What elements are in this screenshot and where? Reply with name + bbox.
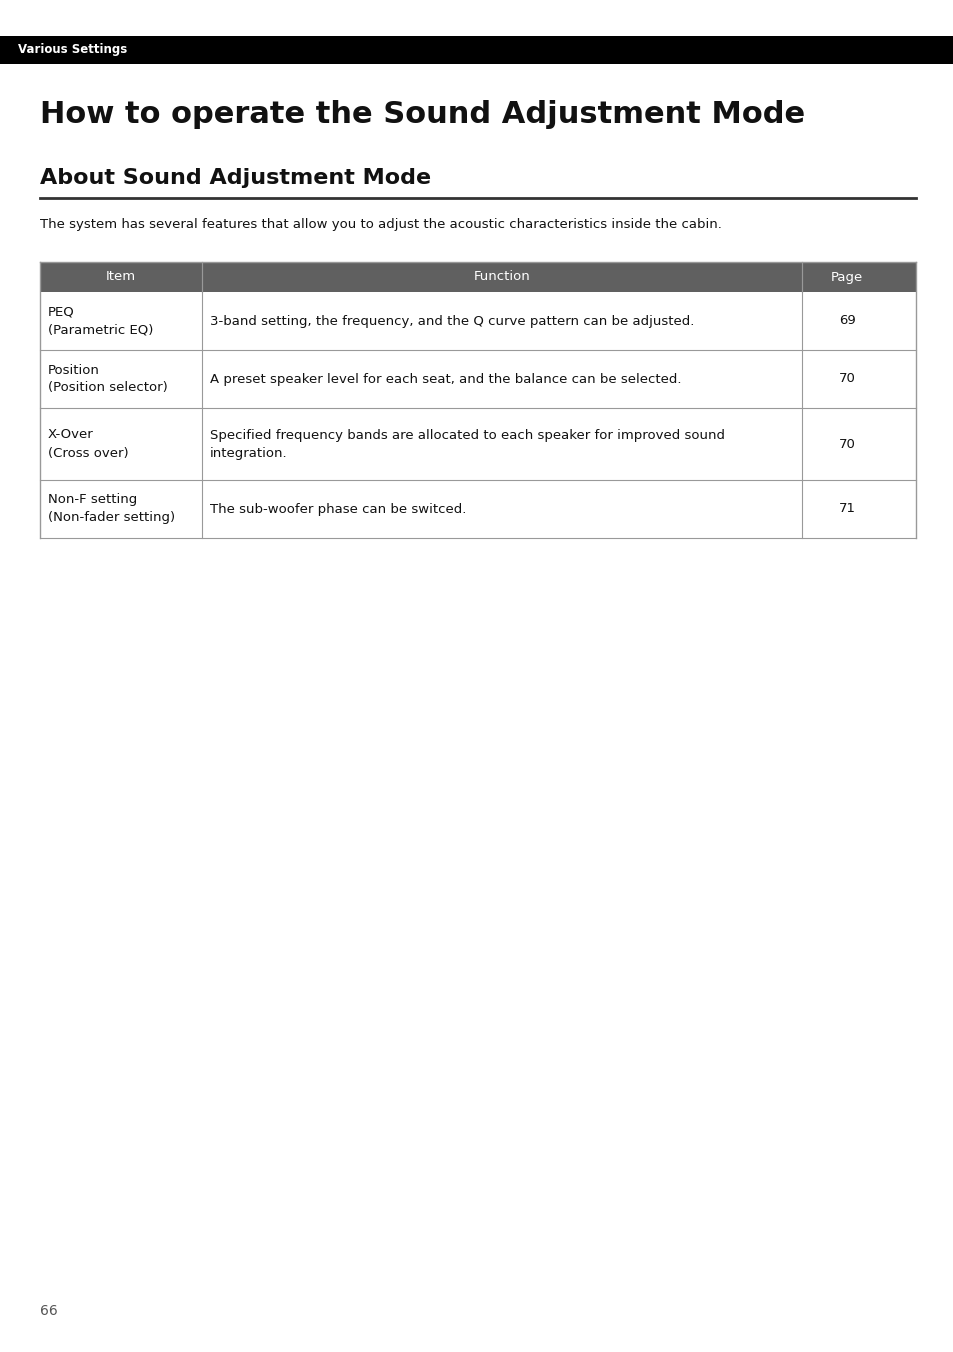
Text: 70: 70	[838, 438, 855, 450]
Text: X-Over
(Cross over): X-Over (Cross over)	[48, 429, 129, 460]
Bar	[40, 262, 915, 292]
Text: 71: 71	[838, 503, 855, 515]
Text: The system has several features that allow you to adjust the acoustic characteri: The system has several features that all…	[40, 218, 721, 231]
Text: A preset speaker level for each seat, and the balance can be selected.: A preset speaker level for each seat, an…	[210, 373, 680, 385]
Text: The sub-woofer phase can be switced.: The sub-woofer phase can be switced.	[210, 503, 466, 515]
Text: 66: 66	[40, 1303, 58, 1318]
Bar	[40, 480, 915, 538]
Text: Non-F setting
(Non-fader setting): Non-F setting (Non-fader setting)	[48, 493, 175, 525]
Bar	[40, 292, 915, 350]
Text: Specified frequency bands are allocated to each speaker for improved sound
integ: Specified frequency bands are allocated …	[210, 429, 724, 460]
Bar	[40, 408, 915, 480]
Text: Function: Function	[474, 270, 530, 284]
Text: PEQ
(Parametric EQ): PEQ (Parametric EQ)	[48, 306, 153, 337]
Bar	[0, 37, 953, 64]
Text: 70: 70	[838, 373, 855, 385]
Text: Various Settings: Various Settings	[18, 43, 127, 57]
Text: 3-band setting, the frequency, and the Q curve pattern can be adjusted.: 3-band setting, the frequency, and the Q…	[210, 315, 694, 327]
Text: 69: 69	[838, 315, 855, 327]
Text: Item: Item	[106, 270, 136, 284]
Text: How to operate the Sound Adjustment Mode: How to operate the Sound Adjustment Mode	[40, 100, 804, 128]
Bar	[40, 350, 915, 408]
Text: Position
(Position selector): Position (Position selector)	[48, 364, 168, 395]
Text: About Sound Adjustment Mode: About Sound Adjustment Mode	[40, 168, 431, 188]
Text: Page: Page	[830, 270, 862, 284]
